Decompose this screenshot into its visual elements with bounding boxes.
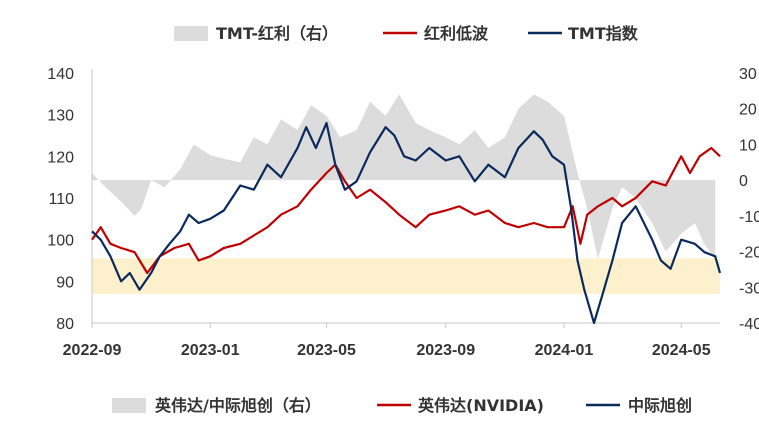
y-right-tick-label: -20 bbox=[739, 245, 759, 262]
line-series-layer bbox=[91, 121, 722, 325]
x-tick-label: 2023-09 bbox=[416, 342, 475, 359]
y-right-tick-label: -10 bbox=[739, 209, 759, 226]
left-axis-ticks: 140 130 120 110 100 90 80 bbox=[47, 66, 74, 333]
y-right-tick-label: 10 bbox=[739, 137, 757, 154]
y-right-tick-label: 20 bbox=[739, 102, 757, 119]
y-left-tick-label: 100 bbox=[47, 233, 74, 250]
legend2-area-swatch bbox=[112, 398, 146, 413]
x-tick-label: 2023-05 bbox=[297, 342, 356, 359]
y-right-tick-label: 30 bbox=[739, 66, 757, 83]
highlight-band-layer bbox=[92, 258, 720, 294]
legend-area-swatch bbox=[174, 26, 208, 41]
legend2-red-label: 英伟达(NVIDIA) bbox=[417, 396, 544, 415]
legend2-navy-label: 中际旭创 bbox=[628, 396, 692, 415]
x-tick-label: 2024-01 bbox=[535, 342, 594, 359]
x-tick-label: 2022-09 bbox=[63, 342, 122, 359]
legend-red-label: 红利低波 bbox=[424, 24, 489, 43]
y-right-tick-label: -40 bbox=[739, 316, 759, 333]
y-right-tick-label: 0 bbox=[739, 173, 748, 190]
legend-navy-label: TMT指数 bbox=[568, 24, 639, 43]
legend-bottom: 英伟达/中际旭创（右） 英伟达(NVIDIA) 中际旭创 bbox=[112, 396, 692, 415]
line-series-tmt bbox=[91, 121, 722, 325]
y-right-tick-label: -30 bbox=[739, 280, 759, 297]
y-left-tick-label: 120 bbox=[47, 149, 74, 166]
area-series-tmt-dividend bbox=[92, 94, 716, 259]
legend-area-label: TMT-红利（右） bbox=[216, 24, 338, 43]
y-left-tick-label: 80 bbox=[56, 316, 74, 333]
line-series-dividend bbox=[91, 146, 721, 275]
x-axis-ticks: 2022-09 2023-01 2023-05 2023-09 2024-01 2024-… bbox=[63, 342, 711, 359]
x-tick-label: 2024-05 bbox=[652, 342, 711, 359]
y-left-tick-label: 140 bbox=[47, 66, 74, 83]
y-left-tick-label: 130 bbox=[47, 108, 74, 125]
highlight-band bbox=[92, 258, 720, 294]
y-left-tick-label: 110 bbox=[48, 191, 74, 208]
legend2-area-label: 英伟达/中际旭创（右） bbox=[154, 396, 321, 415]
right-axis-ticks: 30 20 10 0 -10 -20 -30 -40 bbox=[739, 66, 759, 333]
area-series-layer bbox=[92, 94, 716, 259]
y-left-tick-label: 90 bbox=[56, 274, 74, 291]
legend-top: TMT-红利（右） 红利低波 TMT指数 bbox=[174, 24, 639, 43]
x-tick-label: 2023-01 bbox=[181, 342, 240, 359]
axis-layer bbox=[91, 69, 720, 328]
